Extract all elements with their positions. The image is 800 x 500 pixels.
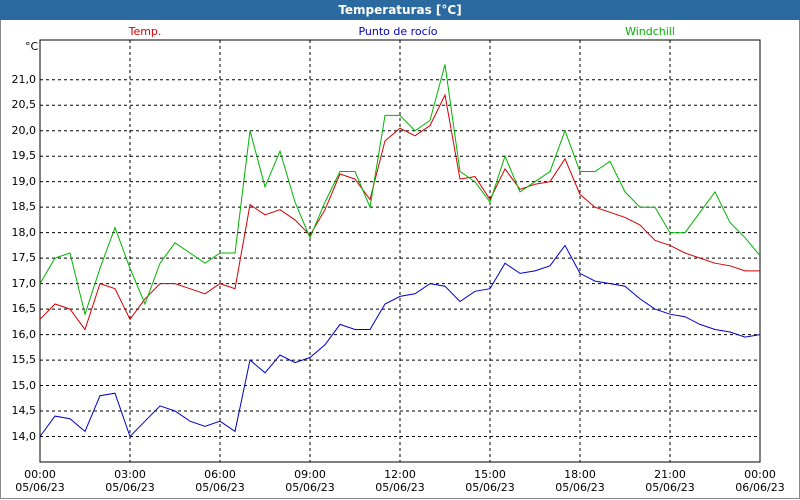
y-tick-label: 18,5 <box>11 200 37 214</box>
x-tick-label: 00:00 06/06/23 <box>735 468 785 494</box>
y-axis-label: °C <box>25 40 39 53</box>
y-tick-label: 17,0 <box>11 276 37 290</box>
y-tick-label: 20,0 <box>11 123 37 137</box>
legend-entry: Temp. <box>128 25 162 38</box>
x-tick-label: 09:00 05/06/23 <box>285 468 335 494</box>
x-tick-label: 03:00 05/06/23 <box>105 468 155 494</box>
y-tick-label: 19,0 <box>11 174 37 188</box>
y-tick-label: 14,5 <box>11 404 37 418</box>
series-line <box>39 244 761 438</box>
legend-entry: Windchill <box>625 25 675 38</box>
x-tick-label: 21:00 05/06/23 <box>645 468 695 494</box>
y-tick-label: 20,5 <box>11 98 37 112</box>
y-tick-label: 21,0 <box>11 72 37 86</box>
y-tick-label: 19,5 <box>11 149 37 163</box>
legend-entry: Punto de rocío <box>358 25 438 38</box>
y-tick-label: 16,5 <box>11 302 37 316</box>
x-tick-label: 00:00 05/06/23 <box>15 468 65 494</box>
y-tick-label: 15,5 <box>11 353 37 367</box>
y-tick-label: 17,5 <box>11 251 37 265</box>
x-tick-label: 06:00 05/06/23 <box>195 468 245 494</box>
y-tick-label: 16,0 <box>11 327 37 341</box>
series-line <box>39 64 761 317</box>
x-tick-label: 12:00 05/06/23 <box>375 468 425 494</box>
x-tick-label: 18:00 05/06/23 <box>555 468 605 494</box>
y-tick-label: 15,0 <box>11 378 37 392</box>
y-tick-label: 18,0 <box>11 225 37 239</box>
chart-title: Temperaturas [°C] <box>0 0 800 20</box>
series-line <box>39 93 760 331</box>
plot-border <box>39 39 761 463</box>
x-tick-label: 15:00 05/06/23 <box>465 468 515 494</box>
y-tick-label: 14,0 <box>11 429 37 443</box>
